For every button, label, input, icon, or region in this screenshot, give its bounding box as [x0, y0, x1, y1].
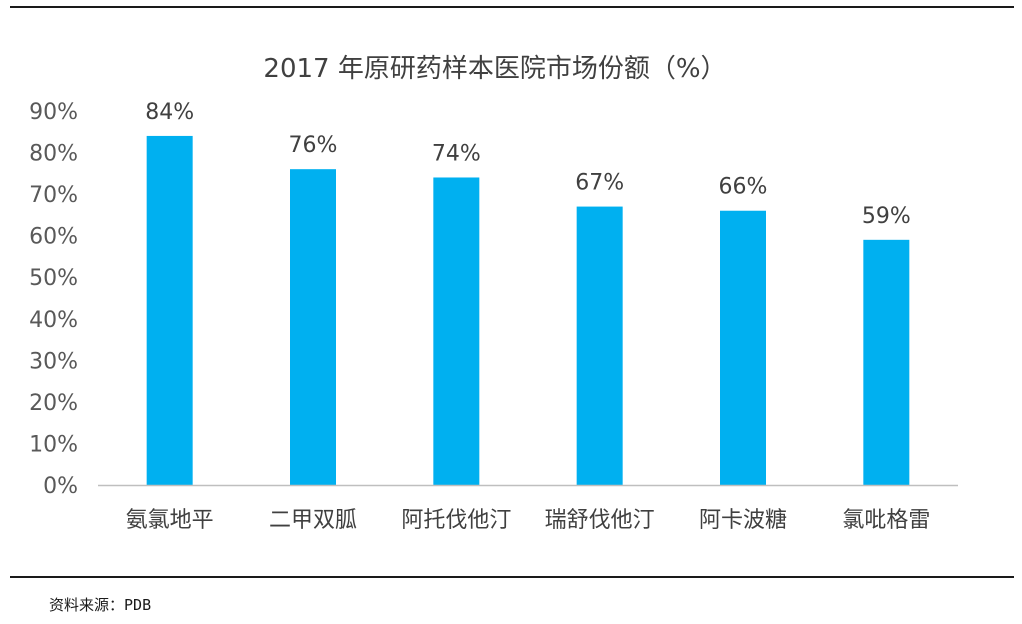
x-axis: 氨氯地平 二甲双胍 阿托伐他汀 瑞舒伐他汀 阿卡波糖 氯吡格雷 [98, 484, 958, 533]
bar-chart: 2017 年原研药样本医院市场份额（%） 0% 10% 20% 30% 40% 50% 60… [29, 54, 958, 533]
y-tick-label: 60% [29, 225, 78, 250]
value-labels: 84% 76% 74% 67% 66% 59% [145, 100, 911, 229]
data-label: 66% [719, 175, 768, 200]
x-tick-label: 阿托伐他汀 [401, 508, 511, 533]
bar [863, 239, 910, 485]
top-rule [10, 6, 1014, 8]
data-label: 84% [145, 100, 194, 125]
x-tick-label: 瑞舒伐他汀 [545, 508, 655, 533]
y-tick-label: 10% [29, 432, 78, 457]
data-label: 76% [289, 133, 338, 158]
y-tick-label: 70% [29, 183, 78, 208]
bar [720, 210, 766, 485]
source-label: 资料来源： [49, 596, 125, 614]
bar [146, 135, 193, 485]
y-axis: 0% 10% 20% 30% 40% 50% 60% 70% 80% 90% [29, 100, 78, 499]
data-label: 59% [862, 204, 911, 229]
bottom-rule [10, 576, 1014, 578]
data-label: 67% [575, 171, 624, 196]
y-tick-label: 40% [29, 308, 78, 333]
bar [576, 206, 623, 486]
chart-title: 2017 年原研药样本医院市场份额（%） [263, 54, 726, 84]
data-label: 74% [432, 141, 481, 166]
bar [433, 177, 480, 485]
y-tick-label: 50% [29, 266, 78, 291]
bars [146, 135, 910, 486]
y-tick-label: 80% [29, 142, 78, 167]
x-tick-label: 氨氯地平 [126, 508, 214, 533]
y-tick-label: 0% [43, 474, 78, 499]
source-note: 资料来源：PDB [49, 594, 151, 615]
bar [290, 169, 336, 485]
y-tick-label: 90% [29, 100, 78, 125]
y-tick-label: 30% [29, 349, 78, 374]
source-value: PDB [124, 596, 152, 614]
y-tick-label: 20% [29, 391, 78, 416]
x-tick-label: 二甲双胍 [269, 508, 357, 533]
x-tick-label: 氯吡格雷 [842, 508, 930, 533]
x-tick-label: 阿卡波糖 [699, 508, 787, 533]
